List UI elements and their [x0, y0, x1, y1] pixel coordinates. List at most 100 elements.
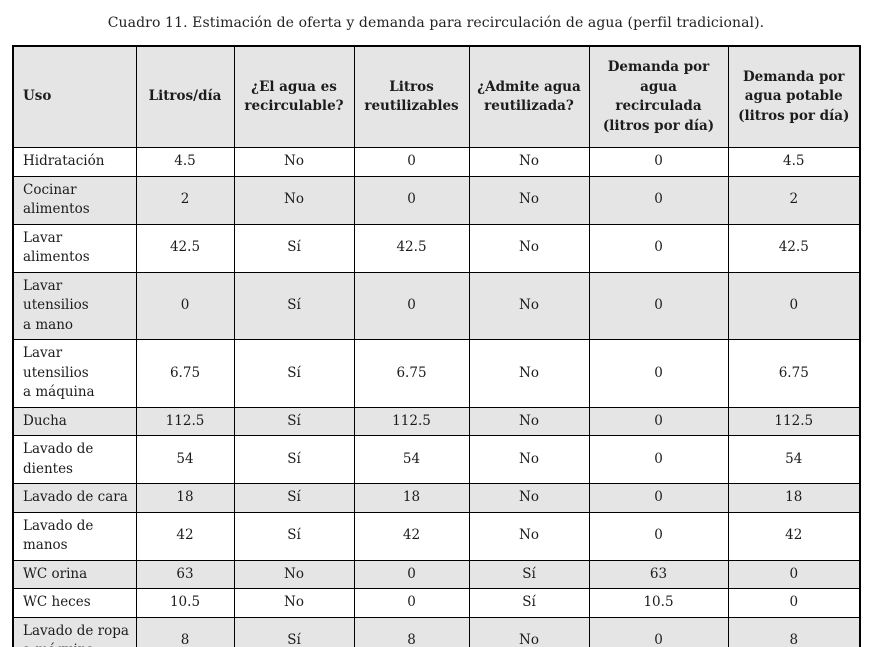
- cell-value: 0: [353, 147, 470, 177]
- table-row: Lavar alimentos 42.5 Sí 42.5 No 0 42.5: [12, 223, 861, 273]
- cell-value: Sí: [468, 588, 590, 618]
- column-header-5: ¿Admite agua reutilizada?: [468, 45, 590, 148]
- cell-value: 2: [135, 175, 235, 225]
- cell-value: Sí: [233, 223, 355, 273]
- table-row: Lavado de cara 18 Sí 18 No 0 18: [12, 483, 861, 513]
- cell-value: 0: [588, 223, 729, 273]
- cell-value: 2: [727, 175, 861, 225]
- cell-value: 42.5: [727, 223, 861, 273]
- cell-value: 0: [353, 588, 470, 618]
- row-label: Lavar utensilios a máquina: [12, 339, 137, 408]
- header-row: Uso Litros/día ¿El agua es recirculable? Li…: [12, 45, 861, 148]
- cell-value: No: [468, 271, 590, 340]
- cell-value: 112.5: [727, 406, 861, 436]
- cell-value: 6.75: [135, 339, 235, 408]
- cell-value: Sí: [233, 339, 355, 408]
- table-row: Lavado de dientes 54 Sí 54 No 0 54: [12, 435, 861, 484]
- table-row: Cocinar alimentos 2 No 0 No 0 2: [12, 175, 861, 225]
- cell-value: 0: [727, 271, 861, 340]
- cell-value: Sí: [233, 271, 355, 340]
- cell-value: 0: [727, 588, 861, 618]
- table-row: Lavado de ropa a máquina8Sí8No08: [12, 616, 861, 647]
- cell-value: No: [468, 147, 590, 177]
- cell-value: 18: [135, 483, 235, 513]
- cell-value: 10.5: [135, 588, 235, 618]
- column-header-6: Demanda por agua recirculada (litros por…: [588, 45, 729, 148]
- cell-value: 4.5: [135, 147, 235, 177]
- row-label: Lavado de ropa a máquina: [12, 616, 137, 647]
- cell-value: 8: [353, 616, 470, 647]
- table-row: Hidratación 4.5 No 0 No 0 4.5: [12, 147, 861, 177]
- cell-value: 6.75: [353, 339, 470, 408]
- cell-value: 42: [727, 511, 861, 561]
- row-label: Lavado de cara: [12, 483, 137, 513]
- cell-value: 0: [588, 511, 729, 561]
- cell-value: No: [233, 588, 355, 618]
- cell-value: 0: [588, 147, 729, 177]
- table-row: WC heces 10.5 No 0 Sí 10.5 0: [12, 588, 861, 618]
- cell-value: 0: [588, 175, 729, 225]
- cell-value: 42: [353, 511, 470, 561]
- cell-value: No: [468, 483, 590, 513]
- row-label: Lavar utensilios a mano: [12, 271, 137, 340]
- cell-value: Sí: [233, 435, 355, 484]
- cell-value: Sí: [233, 406, 355, 436]
- cell-value: 8: [135, 616, 235, 647]
- cell-value: 0: [588, 271, 729, 340]
- column-header-2: Litros/día: [135, 45, 235, 148]
- cell-value: 63: [588, 559, 729, 589]
- cell-value: 0: [588, 483, 729, 513]
- column-header-7: Demanda por agua potable (litros por día…: [727, 45, 861, 148]
- row-label: Lavar alimentos: [12, 223, 137, 273]
- cell-value: No: [468, 339, 590, 408]
- cell-value: 18: [353, 483, 470, 513]
- column-header-1: Uso: [12, 45, 137, 148]
- column-header-3: ¿El agua es recirculable?: [233, 45, 355, 148]
- table-row: Ducha 112.5 Sí 112.5 No 0 112.5: [12, 406, 861, 436]
- cell-value: Sí: [233, 511, 355, 561]
- water-usage-table: Uso Litros/día ¿El agua es recirculable? Li…: [12, 45, 861, 647]
- cell-value: 0: [353, 175, 470, 225]
- cell-value: 42.5: [353, 223, 470, 273]
- cell-value: 42.5: [135, 223, 235, 273]
- table-caption: Cuadro 11. Estimación de oferta y demand…: [107, 15, 765, 31]
- cell-value: Sí: [233, 616, 355, 647]
- cell-value: 112.5: [353, 406, 470, 436]
- cell-value: No: [468, 616, 590, 647]
- row-label: Lavado de dientes: [12, 435, 137, 484]
- cell-value: 8: [727, 616, 861, 647]
- row-label: WC heces: [12, 588, 137, 618]
- cell-value: 0: [727, 559, 861, 589]
- table-row: Lavado de manos 42 Sí 42 No 0 42: [12, 511, 861, 561]
- table-row: WC orina 63 No 0 Sí 63 0: [12, 559, 861, 589]
- table-body: Hidratación 4.5 No 0 No 0 4.5 Cocinar alimentos…: [12, 147, 861, 647]
- cell-value: 10.5: [588, 588, 729, 618]
- cell-value: 4.5: [727, 147, 861, 177]
- row-label: Lavado de manos: [12, 511, 137, 561]
- cell-value: 54: [353, 435, 470, 484]
- row-label: WC orina: [12, 559, 137, 589]
- cell-value: Sí: [468, 559, 590, 589]
- row-label: Cocinar alimentos: [12, 175, 137, 225]
- row-label: Ducha: [12, 406, 137, 436]
- cell-value: No: [468, 511, 590, 561]
- cell-value: 0: [135, 271, 235, 340]
- cell-value: 0: [588, 435, 729, 484]
- cell-value: No: [468, 406, 590, 436]
- table-row: Lavar utensilios a máquina 6.75 Sí 6.75 No 0 6…: [12, 339, 861, 408]
- column-header-4: Litros reutilizables: [353, 45, 470, 148]
- row-label: Hidratación: [12, 147, 137, 177]
- cell-value: 0: [353, 271, 470, 340]
- table-row: Lavar utensilios a mano 0 Sí 0 No 0 0: [12, 271, 861, 340]
- cell-value: No: [233, 147, 355, 177]
- cell-value: 0: [588, 406, 729, 436]
- cell-value: 42: [135, 511, 235, 561]
- cell-value: 112.5: [135, 406, 235, 436]
- cell-value: Sí: [233, 483, 355, 513]
- cell-value: No: [468, 223, 590, 273]
- cell-value: 18: [727, 483, 861, 513]
- cell-value: 6.75: [727, 339, 861, 408]
- document-page: Cuadro 11. Estimación de oferta y demand…: [0, 15, 872, 647]
- cell-value: 0: [353, 559, 470, 589]
- cell-value: 54: [727, 435, 861, 484]
